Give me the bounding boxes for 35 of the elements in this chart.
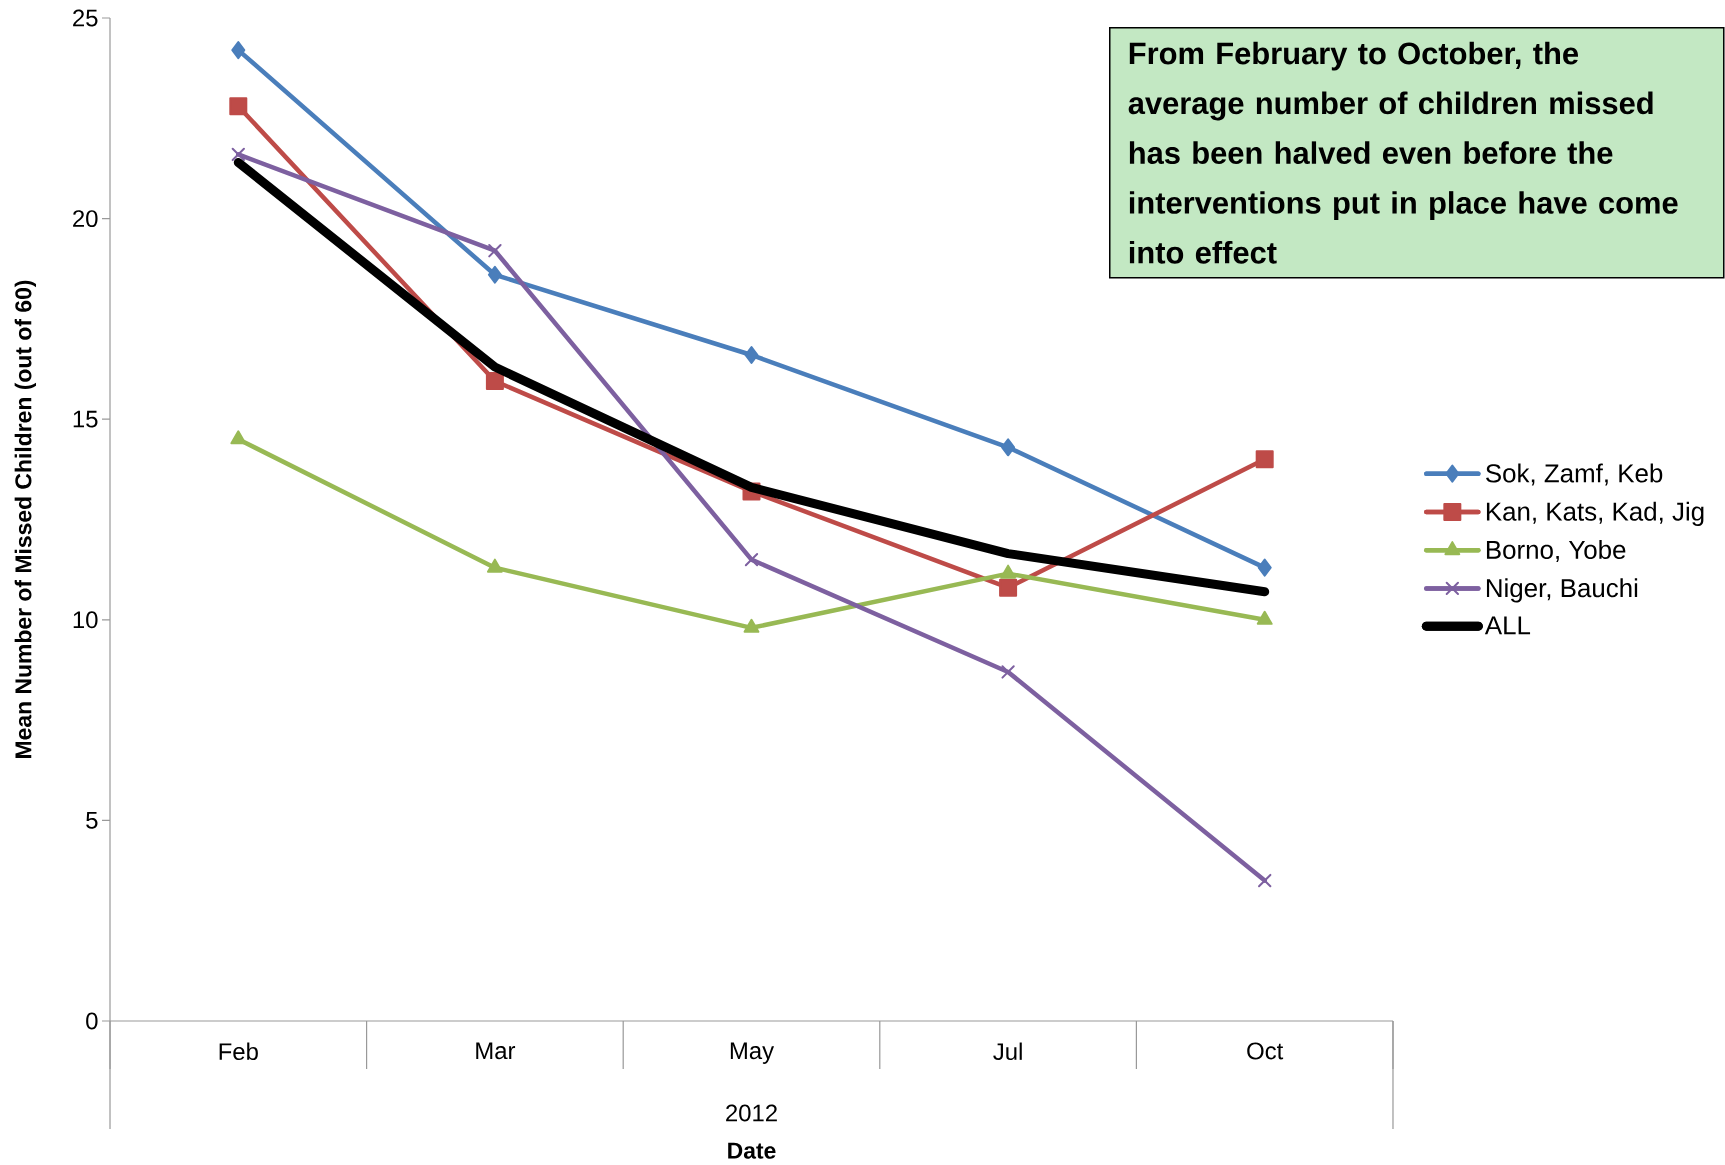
x-axis-title: Date [728,1142,776,1159]
point [229,97,248,116]
point [744,552,759,567]
point [1257,558,1272,577]
y-tick-label: 0 [86,1012,98,1030]
y-axis-title: Mean Number of Missed Children (out of 60) [14,280,37,758]
legend-label: Borno, Yobe [1486,540,1626,563]
x-tick-label: Feb [219,1042,258,1061]
legend-label: Niger, Bauchi [1486,578,1638,603]
x-tick-label: Oct [1247,1042,1284,1060]
y-tick-label: 20 [73,210,98,228]
point [1001,438,1016,457]
legend-label: ALL [1484,616,1531,635]
text: 2012 [726,1104,777,1122]
point [487,265,502,284]
legend-label: Sok, Zamf, Keb [1486,463,1663,486]
y-tick-label: 5 [86,812,98,829]
point [488,244,502,258]
point [231,147,245,162]
x-tick-label: Mar [476,1042,516,1060]
point [1001,665,1015,679]
y-tick-label: 10 [73,611,98,629]
point [231,41,246,60]
point [999,578,1018,597]
point [744,346,759,365]
point [485,372,504,391]
x-tick-label: Jul [993,1042,1022,1061]
annotation: From February to October, the average number of children missed has been halved even before the interventions put in place have come into effect [1128,41,1678,264]
point [1258,873,1272,888]
point [230,430,247,445]
y-tick-label: 15 [73,410,98,428]
legend-label: Kan, Kats, Kad, Jig [1486,501,1704,526]
point [1255,450,1274,469]
x-tick-label: May [730,1042,775,1064]
y-tick-label: 25 [73,9,98,27]
